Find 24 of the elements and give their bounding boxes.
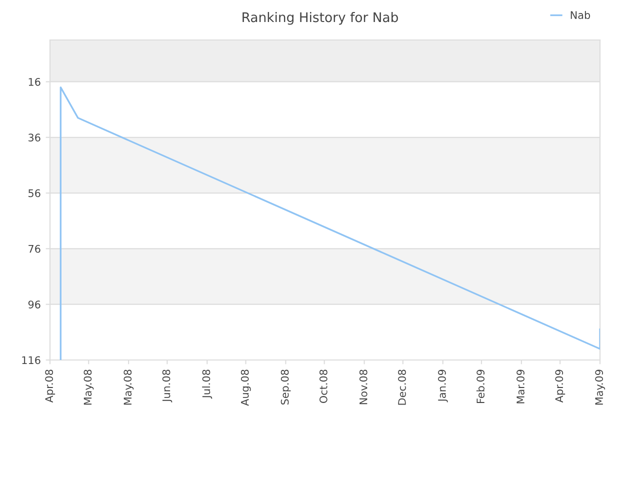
x-tick-label: May.08	[124, 370, 134, 405]
x-tick-label: Apr.08	[45, 370, 56, 403]
x-tick-label: Mar.09	[516, 370, 524, 404]
y-tick-label: 56	[28, 189, 40, 198]
x-tick-label: Dec.08	[398, 370, 406, 405]
y-tick-label: 16	[28, 78, 40, 86]
chart-title: Ranking History for Nab	[242, 12, 398, 25]
x-tick-label: Feb.09	[476, 370, 484, 404]
legend-label: Nab	[570, 10, 590, 20]
x-tick-label: Jun.08	[162, 370, 172, 402]
x-tick-label: Nov.08	[359, 370, 368, 404]
y-tick-label: 116	[22, 356, 40, 364]
x-tick-label: Apr.09	[555, 370, 566, 403]
y-tick-label: 36	[28, 134, 40, 142]
x-tick-label: Jan.09	[438, 370, 448, 402]
line-series	[60, 86, 600, 360]
x-tick-label: Oct.08	[319, 370, 328, 404]
y-tick-label: 96	[28, 300, 40, 308]
x-tick-label: Sep.08	[280, 370, 291, 405]
x-tick-label: May.09	[595, 370, 606, 405]
x-tick-label: Jul.08	[202, 370, 212, 399]
y-tick-label: 76	[28, 244, 40, 253]
x-tick-label: Aug.08	[240, 370, 251, 406]
x-tick-label: May.08	[84, 370, 94, 405]
